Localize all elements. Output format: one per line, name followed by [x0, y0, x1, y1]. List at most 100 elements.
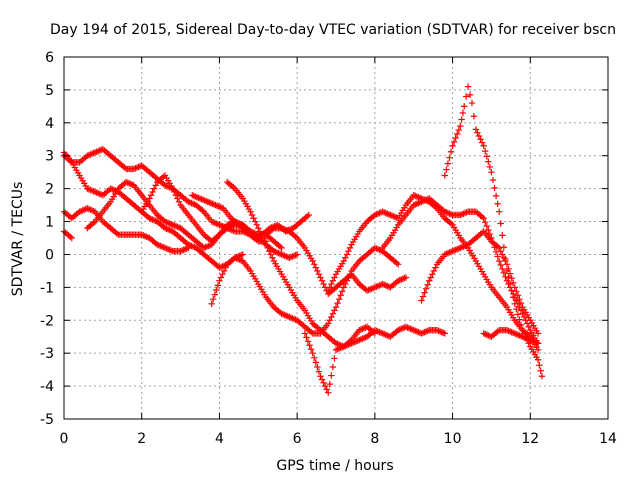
data-point	[513, 288, 520, 295]
data-point	[329, 363, 337, 371]
data-point	[446, 154, 453, 161]
data-point	[328, 280, 335, 288]
x-tick-label: 0	[60, 431, 69, 447]
data-point	[509, 294, 517, 301]
data-point	[340, 284, 347, 291]
data-point	[219, 271, 226, 278]
data-point	[461, 103, 468, 110]
data-point	[483, 222, 490, 230]
data-point	[534, 330, 542, 337]
data-point	[343, 251, 351, 258]
y-tick-label: 4	[45, 116, 54, 132]
data-point	[185, 244, 192, 252]
data-point	[485, 158, 492, 165]
data-point	[497, 247, 504, 255]
data-series	[441, 83, 546, 380]
data-point	[331, 307, 338, 314]
data-point	[315, 368, 323, 375]
x-tick-label: 2	[137, 431, 146, 447]
data-series	[262, 224, 410, 298]
data-point	[513, 305, 520, 313]
data-point	[314, 363, 321, 371]
data-point	[538, 373, 546, 380]
data-point	[480, 215, 487, 222]
data-point	[346, 244, 354, 252]
data-point	[68, 234, 75, 242]
data-point	[491, 184, 498, 192]
data-point	[325, 389, 332, 396]
data-point	[494, 200, 501, 207]
y-tick-label: 0	[45, 247, 54, 263]
data-point	[332, 303, 340, 311]
data-series	[480, 326, 542, 347]
data-point	[418, 297, 425, 304]
data-point	[516, 296, 523, 303]
data-point	[432, 264, 439, 271]
data-point	[494, 253, 501, 260]
data-point	[325, 287, 332, 294]
data-point	[477, 136, 484, 143]
x-tick-label: 14	[599, 431, 617, 447]
data-point	[326, 380, 333, 388]
data-point	[317, 373, 324, 380]
data-point	[339, 288, 346, 295]
data-point	[513, 297, 520, 304]
data-point	[480, 142, 487, 150]
data-point	[454, 130, 461, 138]
data-point	[499, 251, 506, 258]
y-tick-label: 6	[45, 50, 54, 66]
data-point	[305, 211, 312, 219]
data-point	[323, 386, 330, 393]
data-point	[517, 307, 525, 314]
data-point	[514, 292, 522, 299]
data-point	[519, 326, 526, 334]
y-tick-label: -2	[40, 313, 54, 329]
data-point	[251, 218, 259, 225]
data-point	[213, 286, 220, 294]
data-series	[60, 205, 192, 255]
x-axis-label: GPS time / hours	[276, 458, 393, 474]
data-point	[326, 317, 333, 324]
data-point	[492, 248, 500, 256]
data-point	[419, 293, 427, 300]
data-point	[506, 280, 514, 288]
data-point	[534, 340, 542, 347]
data-point	[427, 274, 435, 281]
data-point	[216, 277, 223, 284]
data-point	[340, 257, 347, 265]
data-point	[489, 176, 497, 184]
data-point	[312, 359, 319, 366]
chart-title: Day 194 of 2015, Sidereal Day-to-day VTE…	[50, 22, 616, 38]
data-point	[537, 367, 544, 374]
data-point	[503, 261, 511, 268]
data-point	[261, 238, 268, 245]
data-point	[239, 251, 246, 258]
y-tick-label: -4	[40, 379, 54, 395]
data-point	[508, 274, 515, 282]
data-point	[455, 126, 462, 134]
data-point	[511, 300, 518, 308]
data-point	[499, 232, 506, 239]
data-point	[211, 291, 218, 298]
data-point	[320, 379, 327, 386]
data-series	[138, 172, 301, 261]
data-point	[311, 261, 318, 268]
data-point	[152, 182, 159, 189]
data-point	[447, 148, 455, 155]
data-point	[483, 153, 490, 160]
data-point	[314, 267, 321, 275]
data-point	[523, 320, 531, 327]
data-point	[256, 228, 264, 235]
data-point	[452, 134, 459, 142]
data-point	[269, 254, 276, 261]
data-point	[264, 244, 271, 252]
data-point	[335, 296, 343, 303]
data-point	[424, 281, 431, 288]
data-point	[429, 271, 436, 278]
data-point	[175, 198, 183, 205]
data-point	[468, 99, 476, 107]
data-point	[449, 142, 456, 150]
data-point	[421, 289, 428, 296]
y-tick-label: 2	[45, 182, 54, 198]
